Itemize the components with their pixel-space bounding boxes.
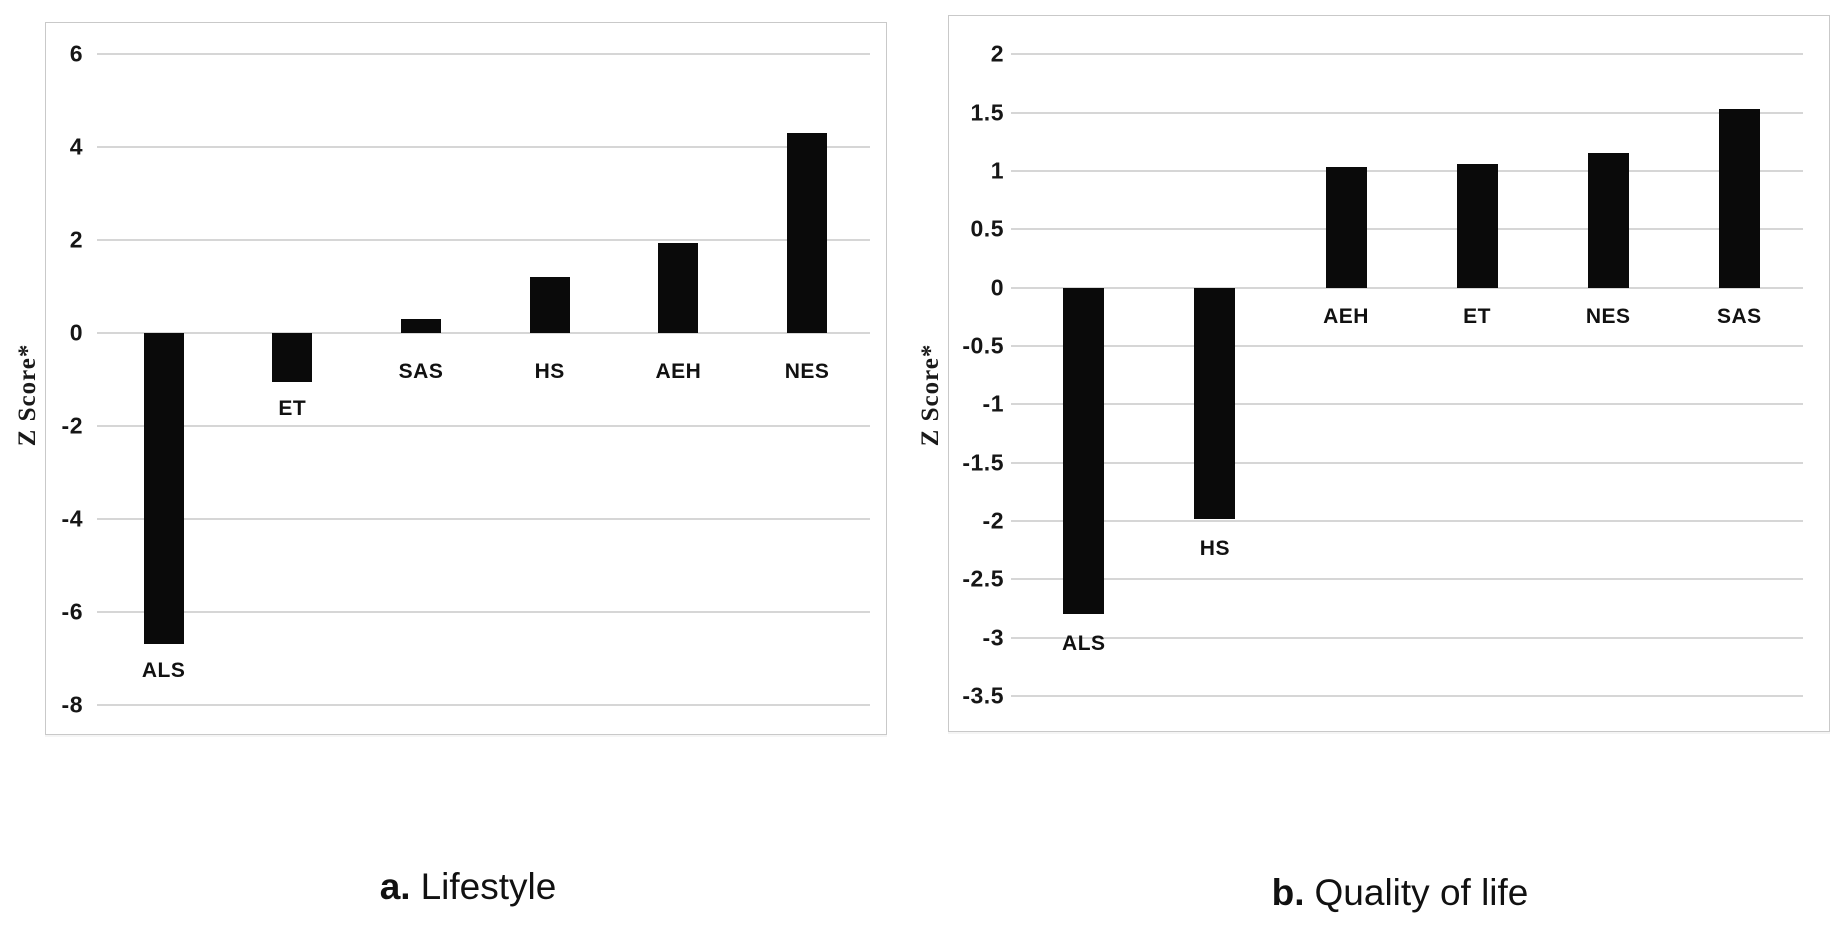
category-label-ALS: ALS: [1062, 632, 1106, 656]
bar-ALS: [1063, 287, 1105, 615]
gridline-y--3.5: [1011, 695, 1803, 698]
caption-a: a. Lifestyle: [380, 866, 557, 908]
gridline-y-1.5: [1011, 111, 1803, 114]
category-label-AEH: AEH: [655, 359, 702, 383]
category-label-NES: NES: [784, 359, 830, 383]
bar-SAS: [1718, 109, 1760, 288]
y-tick-label-1: 1: [990, 157, 1004, 184]
gridline-y-2: [1011, 53, 1803, 56]
y-tick-label--8: -8: [61, 691, 83, 718]
plot-area-quality-of-life: 2 1.5 1 0.5 0 -0.5 -1 -1.5 -2 -2.5 -3 -3.5 ALS HS AEH E…: [949, 16, 1829, 731]
caption-b-letter: b.: [1271, 872, 1305, 913]
y-tick-label-1.5: 1.5: [970, 99, 1004, 126]
category-label-ALS: ALS: [141, 659, 186, 683]
y-tick-label--3: -3: [982, 624, 1004, 651]
gridline-y-2: [97, 238, 870, 241]
gridline-y-0: [97, 331, 870, 334]
gridline-y-0: [1011, 286, 1803, 289]
y-tick-label--6: -6: [61, 598, 83, 625]
bar-NES: [1587, 153, 1629, 288]
y-tick-label-2: 2: [990, 40, 1004, 67]
gridline-y--6: [97, 610, 870, 613]
gridline-y--2: [1011, 520, 1803, 523]
gridline-y--2.5: [1011, 578, 1803, 581]
gridline-y--0.5: [1011, 345, 1803, 348]
y-axis-title-quality-of-life: Z Score*: [917, 343, 944, 447]
y-tick-label--4: -4: [61, 505, 83, 532]
bar-SAS: [401, 318, 441, 333]
y-tick-label--3.5: -3.5: [962, 682, 1004, 709]
category-label-SAS: SAS: [398, 359, 444, 383]
bar-ET: [1456, 163, 1498, 288]
category-label-AEH: AEH: [1323, 304, 1369, 328]
category-label-SAS: SAS: [1716, 304, 1762, 328]
y-tick-label-4: 4: [69, 133, 83, 160]
gridline-y--3: [1011, 636, 1803, 639]
y-tick-label-0: 0: [990, 274, 1004, 301]
caption-a-text: Lifestyle: [420, 866, 557, 907]
y-tick-label--1: -1: [982, 390, 1004, 417]
gridline-y--8: [97, 703, 870, 706]
y-tick-label-0.5: 0.5: [970, 215, 1004, 242]
gridline-y--1.5: [1011, 461, 1803, 464]
bar-NES: [787, 132, 828, 333]
chart-panel-quality-of-life: 2 1.5 1 0.5 0 -0.5 -1 -1.5 -2 -2.5 -3 -3.5 ALS HS AEH E…: [948, 15, 1830, 732]
bar-HS: [529, 276, 570, 333]
y-tick-label-2: 2: [69, 226, 83, 253]
gridline-y--4: [97, 517, 870, 520]
gridline-y-4: [97, 145, 870, 148]
y-tick-label--1.5: -1.5: [962, 449, 1004, 476]
bar-HS: [1194, 287, 1236, 519]
category-label-NES: NES: [1585, 304, 1631, 328]
category-label-HS: HS: [534, 359, 565, 383]
gridline-y-6: [97, 52, 870, 55]
caption-b: b. Quality of life: [1272, 872, 1529, 914]
gridline-y--2: [97, 424, 870, 427]
chart-panel-lifestyle: 6 4 2 0 -2 -4 -6 -8 ALS ET SAS HS AEH NES: [45, 22, 887, 735]
gridline-y--1: [1011, 403, 1803, 406]
caption-a-letter: a.: [379, 866, 411, 907]
y-tick-label--2: -2: [982, 507, 1004, 534]
category-label-HS: HS: [1199, 536, 1230, 560]
bar-AEH: [1325, 167, 1367, 288]
bar-AEH: [658, 242, 699, 333]
y-tick-label--2: -2: [61, 412, 83, 439]
gridline-y-0.5: [1011, 228, 1803, 231]
y-axis-title-lifestyle: Z Score*: [14, 343, 41, 447]
category-label-ET: ET: [1463, 304, 1492, 328]
category-label-ET: ET: [278, 396, 307, 420]
bar-ALS: [143, 332, 184, 645]
y-tick-label-0: 0: [69, 319, 83, 346]
y-tick-label-6: 6: [69, 40, 83, 67]
bar-ET: [272, 332, 313, 382]
plot-area-lifestyle: 6 4 2 0 -2 -4 -6 -8 ALS ET SAS HS AEH NES: [46, 23, 886, 734]
y-tick-label--2.5: -2.5: [962, 565, 1004, 592]
y-tick-label--0.5: -0.5: [962, 332, 1004, 359]
caption-b-text: Quality of life: [1314, 872, 1529, 913]
gridline-y-1: [1011, 170, 1803, 172]
